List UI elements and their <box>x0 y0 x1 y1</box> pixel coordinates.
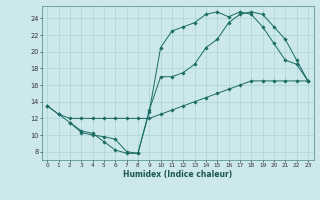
X-axis label: Humidex (Indice chaleur): Humidex (Indice chaleur) <box>123 170 232 179</box>
